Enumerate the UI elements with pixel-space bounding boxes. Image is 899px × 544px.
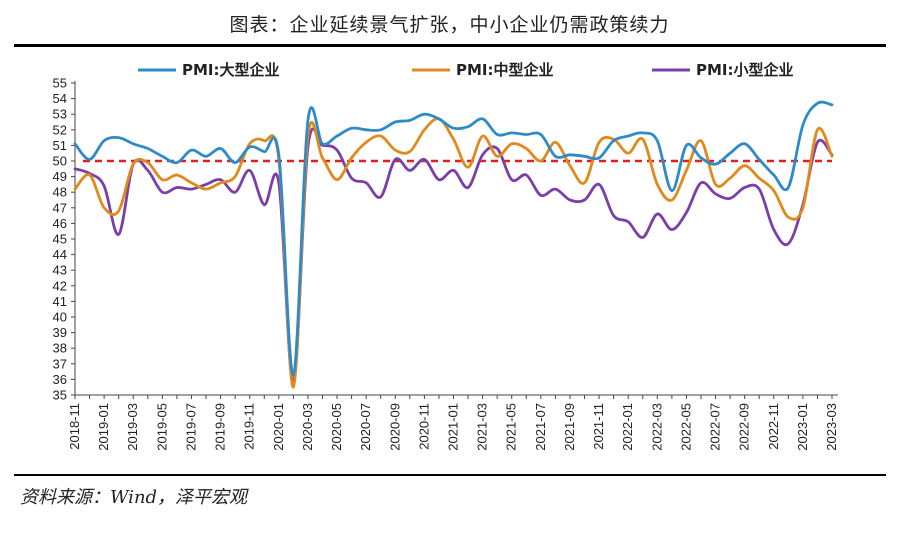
y-axis-ticks: 3536373839404142434445464748495051525354… (53, 76, 75, 403)
x-axis-ticks: 2018-11 2019-01 2019-03 2019-05 2019-07 2019-… (67, 395, 839, 451)
x-tick-label: 2021-05 (504, 403, 519, 451)
y-tick-label: 51 (53, 138, 67, 153)
y-tick-label: 53 (53, 107, 67, 122)
x-tick-label: 2020-01 (271, 403, 286, 451)
figure-title: 图表：企业延续景气扩张，中小企业仍需政策续力 (229, 14, 670, 36)
y-tick-label: 39 (53, 325, 67, 340)
y-tick-label: 43 (53, 263, 67, 278)
y-tick-label: 45 (53, 232, 67, 247)
y-tick-label: 49 (53, 169, 67, 184)
x-tick-label: 2019-05 (154, 403, 169, 451)
x-tick-label: 2023-03 (824, 403, 839, 451)
y-tick-label: 36 (53, 372, 67, 387)
x-tick-label: 2020-11 (416, 403, 431, 450)
source-note: 资料来源：Wind，泽平宏观 (20, 487, 248, 508)
bottom-rule (14, 474, 886, 476)
y-tick-label: 35 (53, 388, 67, 403)
x-tick-label: 2021-03 (475, 403, 490, 451)
x-tick-label: 2021-07 (533, 403, 548, 451)
x-tick-label: 2019-11 (242, 403, 257, 450)
y-tick-label: 38 (53, 341, 67, 356)
x-tick-label: 2022-11 (766, 403, 781, 450)
series-small-enterprise (73, 127, 834, 384)
x-tick-label: 2019-03 (125, 403, 140, 451)
chart-axes (74, 81, 838, 396)
y-tick-label: 37 (53, 356, 67, 371)
x-tick-label: 2019-07 (183, 403, 198, 451)
x-tick-label: 2020-05 (329, 403, 344, 451)
x-tick-label: 2022-09 (737, 403, 752, 451)
y-tick-label: 48 (53, 185, 67, 200)
x-tick-label: 2022-03 (649, 403, 664, 451)
x-tick-label: 2022-05 (678, 403, 693, 451)
y-tick-label: 55 (53, 76, 67, 91)
y-tick-label: 50 (53, 154, 67, 169)
y-tick-label: 44 (53, 247, 67, 262)
x-tick-label: 2020-07 (358, 403, 373, 451)
series-medium-enterprise (73, 117, 834, 389)
legend-item-small-label: PMI:小型企业 (696, 61, 794, 79)
legend-item-medium-label: PMI:中型企业 (456, 61, 554, 79)
y-tick-label: 52 (53, 122, 67, 137)
y-tick-label: 46 (53, 216, 67, 231)
legend-item-large-label: PMI:大型企业 (182, 61, 280, 79)
x-tick-label: 2019-09 (213, 403, 228, 451)
x-tick-label: 2022-01 (620, 403, 635, 451)
x-tick-label: 2021-09 (562, 403, 577, 451)
y-tick-label: 54 (53, 91, 67, 106)
y-tick-label: 41 (53, 294, 67, 309)
x-tick-label: 2020-03 (300, 403, 315, 451)
x-tick-label: 2020-09 (387, 403, 402, 451)
x-tick-label: 2021-11 (591, 403, 606, 450)
series-large-enterprise (73, 100, 834, 377)
x-tick-label: 2018-11 (67, 403, 82, 450)
y-tick-label: 47 (53, 200, 67, 215)
legend: PMI:大型企业 PMI:中型企业 PMI:小型企业 (138, 61, 794, 79)
x-tick-label: 2021-01 (446, 403, 461, 451)
y-tick-label: 40 (53, 310, 67, 325)
top-rule (14, 44, 886, 47)
series-group (73, 100, 834, 389)
x-tick-label: 2022-07 (708, 403, 723, 451)
y-tick-label: 42 (53, 278, 67, 293)
x-tick-label: 2023-01 (795, 403, 810, 451)
x-tick-label: 2019-01 (96, 403, 111, 451)
